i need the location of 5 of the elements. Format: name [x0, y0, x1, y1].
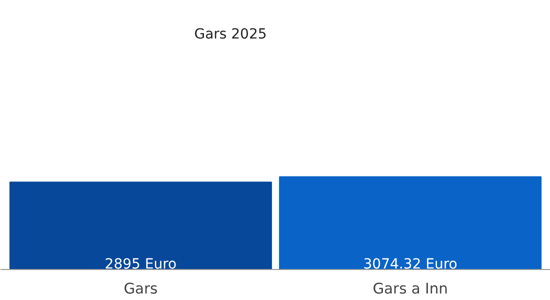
x-tick-label: Gars a Inn — [372, 280, 448, 298]
data-label: 3074.32 Euro — [363, 256, 458, 272]
chart-title: Gars 2025 — [194, 26, 267, 42]
x-tick-label: Gars — [124, 280, 158, 298]
data-label: 2895 Euro — [104, 256, 177, 272]
